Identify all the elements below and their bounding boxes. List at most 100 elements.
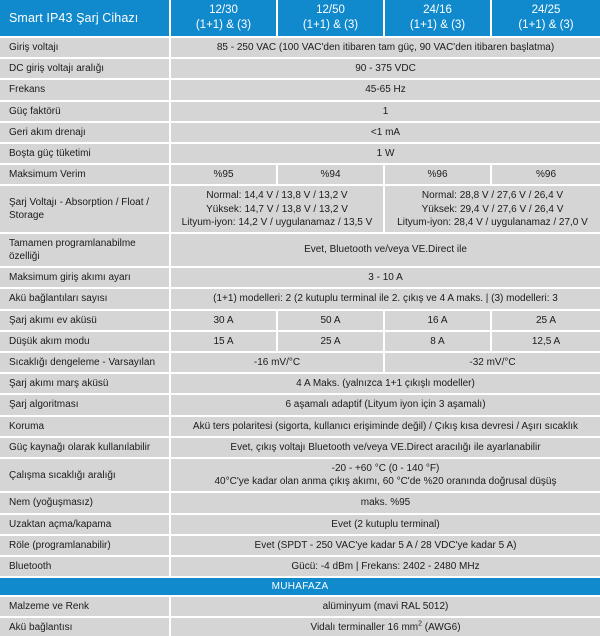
- row-value-all-models: Akü ters polaritesi (sigorta, kullanıcı …: [170, 415, 600, 438]
- row-value-model-1: 15 A: [170, 330, 278, 354]
- row-value-all-models: Evet (2 kutuplu terminal): [170, 513, 600, 536]
- row-value-all-models: Evet, çıkış voltajı Bluetooth ve/veya VE…: [170, 436, 600, 459]
- section-title: MUHAFAZA: [0, 577, 600, 598]
- value-line: Yüksek: 14,7 V / 13,8 V / 13,2 V: [206, 203, 348, 215]
- table-row: Maksimum Verim %95 %94 %96 %96: [0, 164, 600, 187]
- table-row: Şarj Voltajı - Absorption / Float / Stor…: [0, 185, 600, 234]
- row-label: Uzaktan açma/kapama: [0, 513, 171, 536]
- row-label: Akü bağlantıları sayısı: [0, 288, 171, 311]
- row-value-all-models: alüminyum (mavi RAL 5012): [170, 596, 600, 619]
- row-label: Boşta güç tüketimi: [0, 142, 171, 166]
- superscript: 2: [418, 621, 423, 629]
- row-value-model-4: %96: [491, 164, 600, 187]
- row-label: Koruma: [0, 415, 171, 438]
- table-row: Şarj algoritması 6 aşamalı adaptif (Lityu…: [0, 394, 600, 417]
- row-label: Şarj Voltajı - Absorption / Float / Stor…: [0, 185, 171, 234]
- row-label: Geri akım drenajı: [0, 121, 171, 144]
- table-row: Bluetooth Gücü: -4 dBm | Frekans: 2402 - …: [0, 555, 600, 579]
- row-value-all-models: Gücü: -4 dBm | Frekans: 2402 - 2480 MHz: [170, 555, 600, 579]
- row-value-all-models: 45-65 Hz: [170, 79, 600, 102]
- value-line: -20 - +60 °C (0 - 140 °F): [331, 462, 440, 474]
- row-value-all-models: 3 - 10 A: [170, 267, 600, 290]
- row-label: Nem (yoğuşmasız): [0, 492, 171, 515]
- row-value-model-4: 12,5 A: [491, 330, 600, 354]
- row-value-24v-models: -32 mV/°C: [384, 352, 600, 375]
- table-row: DC giriş voltajı aralığı 90 - 375 VDC: [0, 58, 600, 81]
- row-value-all-models: Vidalı terminaller 16 mm2 (AWG6): [170, 617, 600, 636]
- row-value-model-1: 30 A: [170, 309, 278, 332]
- row-value-all-models: Evet, Bluetooth ve/veya VE.Direct ile: [170, 232, 600, 269]
- table-row: Güç faktörü 1: [0, 100, 600, 123]
- model-2-name: 12/50: [316, 4, 345, 17]
- table-row: Tamamen programlanabilme özelliği Evet, B…: [0, 232, 600, 269]
- row-value-all-models: 4 A Maks. (yalnızca 1+1 çıkışlı modeller…: [170, 373, 600, 396]
- row-value-model-2: 25 A: [277, 330, 385, 354]
- table-row: Uzaktan açma/kapama Evet (2 kutuplu termi…: [0, 513, 600, 536]
- row-label: DC giriş voltajı aralığı: [0, 58, 171, 81]
- row-value-12v-models: Normal: 14,4 V / 13,8 V / 13,2 V Yüksek: …: [170, 185, 385, 234]
- model-2-variant: (1+1) & (3): [302, 19, 359, 31]
- table-row: Şarj akımı marş aküsü 4 A Maks. (yalnızca…: [0, 373, 600, 396]
- row-label: Giriş voltajı: [0, 37, 171, 60]
- row-label: Şarj algoritması: [0, 394, 171, 417]
- row-value-all-models: Evet (SPDT - 250 VAC'ye kadar 5 A / 28 V…: [170, 534, 600, 557]
- table-row: Maksimum giriş akımı ayarı 3 - 10 A: [0, 267, 600, 290]
- table-header-row: Smart IP43 Şarj Cihazı 12/30 (1+1) & (3)…: [0, 0, 600, 38]
- row-value-all-models: (1+1) modelleri: 2 (2 kutuplu terminal i…: [170, 288, 600, 311]
- table-row: Geri akım drenajı <1 mA: [0, 121, 600, 144]
- table-row: Sıcaklığı dengeleme - Varsayılan -16 mV/°…: [0, 352, 600, 375]
- row-label: Güç faktörü: [0, 100, 171, 123]
- table-row: Röle (programlanabilir) Evet (SPDT - 250 …: [0, 534, 600, 557]
- table-row: Şarj akımı ev aküsü 30 A 50 A 16 A 25 A: [0, 309, 600, 332]
- value-line: Yüksek: 29,4 V / 27,6 V / 26,4 V: [421, 203, 564, 215]
- row-value-all-models: 6 aşamalı adaptif (Lityum iyon için 3 aş…: [170, 394, 600, 417]
- row-value-all-models: -20 - +60 °C (0 - 140 °F) 40°C'ye kadar o…: [170, 457, 600, 494]
- row-label: Maksimum giriş akımı ayarı: [0, 267, 171, 290]
- row-value-all-models: 1: [170, 100, 600, 123]
- row-value-model-3: %96: [384, 164, 492, 187]
- row-label: Düşük akım modu: [0, 330, 171, 354]
- row-value-all-models: <1 mA: [170, 121, 600, 144]
- row-value-24v-models: Normal: 28,8 V / 27,6 V / 26,4 V Yüksek: …: [384, 185, 600, 234]
- row-value-model-2: %94: [277, 164, 385, 187]
- row-label: Bluetooth: [0, 555, 171, 579]
- section-header-muhafaza: MUHAFAZA: [0, 577, 600, 598]
- row-value-model-3: 16 A: [384, 309, 492, 332]
- model-3-name: 24/16: [423, 4, 452, 17]
- table-body: Giriş voltajı 85 - 250 VAC (100 VAC'den i…: [0, 37, 600, 636]
- row-value-all-models: 90 - 375 VDC: [170, 58, 600, 81]
- table-row: Frekans 45-65 Hz: [0, 79, 600, 102]
- row-label: Frekans: [0, 79, 171, 102]
- table-row: Boşta güç tüketimi 1 W: [0, 142, 600, 166]
- row-label: Akü bağlantısı: [0, 617, 171, 636]
- table-row: Akü bağlantısı Vidalı terminaller 16 mm2 …: [0, 617, 600, 636]
- model-1-name: 12/30: [209, 4, 238, 17]
- table-row: Malzeme ve Renk alüminyum (mavi RAL 5012): [0, 596, 600, 619]
- model-column-3: 24/16 (1+1) & (3): [384, 0, 492, 38]
- model-4-name: 24/25: [531, 4, 561, 17]
- product-title: Smart IP43 Şarj Cihazı: [0, 0, 171, 38]
- model-3-variant: (1+1) & (3): [409, 19, 466, 31]
- row-value-model-4: 25 A: [491, 309, 600, 332]
- value-line: Lityum-iyon: 14,2 V / uygulanamaz / 13,5…: [181, 216, 373, 228]
- row-value-12v-models: -16 mV/°C: [170, 352, 385, 375]
- row-label: Güç kaynağı olarak kullanılabilir: [0, 436, 171, 459]
- value-line: Lityum-iyon: 28,4 V / uygulanamaz / 27,0…: [397, 216, 588, 228]
- row-value-all-models: 1 W: [170, 142, 600, 166]
- table-row: Güç kaynağı olarak kullanılabilir Evet, ç…: [0, 436, 600, 459]
- row-label: Şarj akımı ev aküsü: [0, 309, 171, 332]
- table-row: Giriş voltajı 85 - 250 VAC (100 VAC'den i…: [0, 37, 600, 60]
- row-label: Çalışma sıcaklığı aralığı: [0, 457, 171, 494]
- row-label: Tamamen programlanabilme özelliği: [0, 232, 171, 269]
- row-label: Malzeme ve Renk: [0, 596, 171, 619]
- table-row: Çalışma sıcaklığı aralığı -20 - +60 °C (0…: [0, 457, 600, 494]
- value-line: 40°C'ye kadar olan anma çıkış akımı, 60 …: [214, 476, 557, 488]
- row-label: Maksimum Verim: [0, 164, 171, 187]
- model-1-variant: (1+1) & (3): [195, 19, 252, 31]
- row-label: Sıcaklığı dengeleme - Varsayılan: [0, 352, 171, 375]
- row-value-all-models: maks. %95: [170, 492, 600, 515]
- row-label: Röle (programlanabilir): [0, 534, 171, 557]
- value-line: Normal: 14,4 V / 13,8 V / 13,2 V: [206, 190, 348, 202]
